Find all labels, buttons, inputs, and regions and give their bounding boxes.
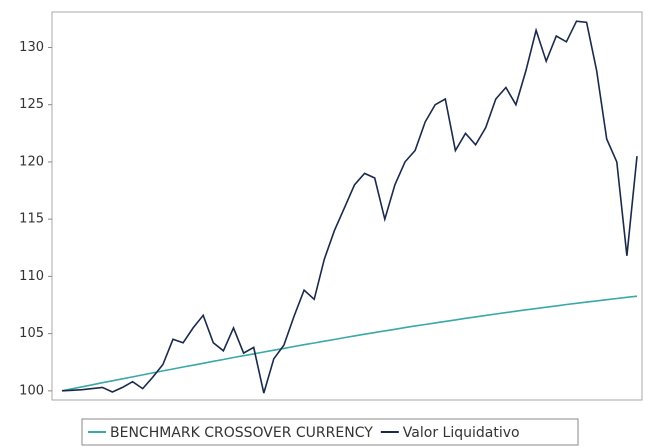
y-tick-label: 120 — [19, 154, 44, 169]
legend-box — [81, 418, 579, 446]
legend-label: Valor Liquidativo — [403, 425, 520, 441]
y-tick-label: 110 — [19, 269, 44, 284]
plot-frame — [51, 11, 643, 401]
y-tick-label: 115 — [19, 212, 44, 227]
series-line — [61, 295, 638, 392]
y-tick-label: 130 — [19, 40, 44, 55]
y-tick-label: 100 — [19, 383, 44, 398]
series-line — [61, 20, 638, 394]
y-tick-label: 125 — [19, 97, 44, 112]
legend-label: BENCHMARK CROSSOVER CURRENCY — [110, 425, 373, 441]
y-tick-label: 105 — [19, 326, 44, 341]
